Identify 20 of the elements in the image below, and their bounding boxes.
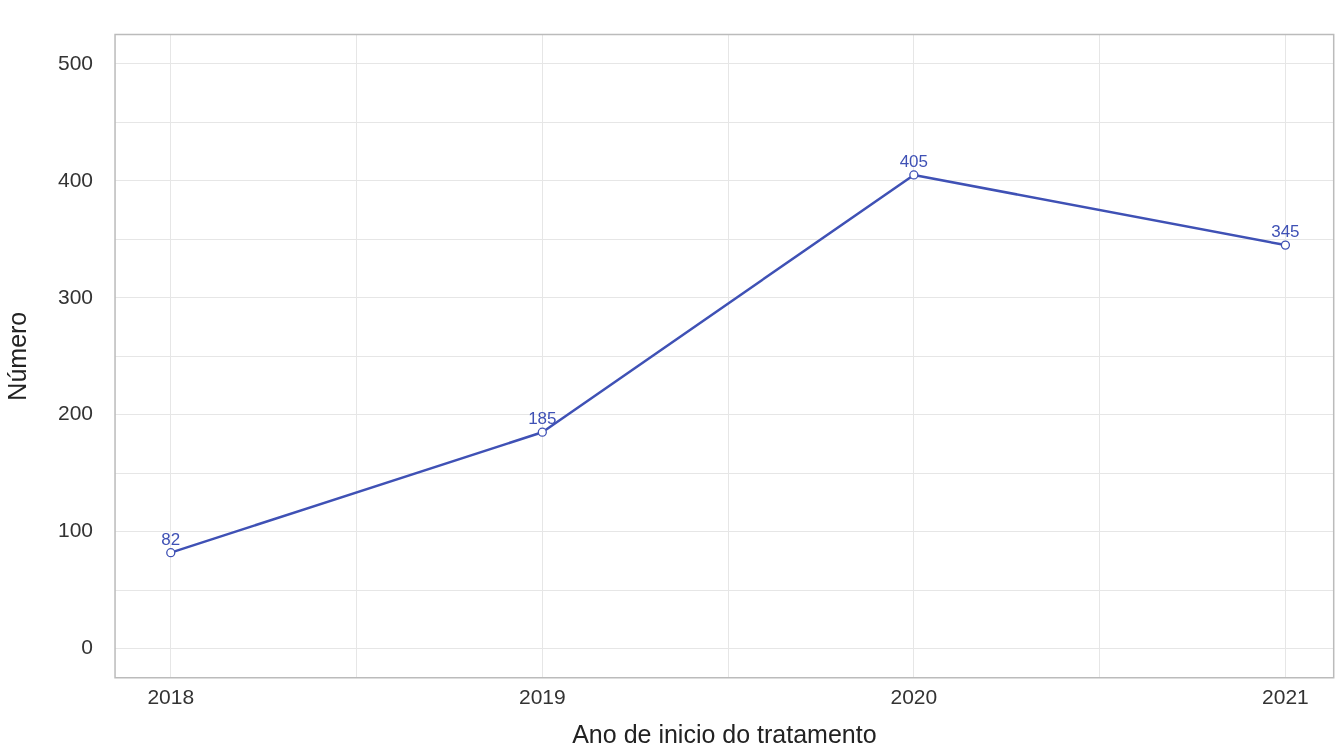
y-tick-label: 200	[57, 401, 94, 425]
y-tick-label: 300	[57, 284, 94, 308]
x-tick-label: 2021	[1262, 685, 1309, 709]
y-tick-label: 100	[57, 518, 94, 542]
data-label: 185	[528, 409, 557, 429]
x-tick-label: 2018	[147, 685, 195, 709]
y-tick-label: 400	[57, 167, 94, 191]
x-tick-label: 2019	[518, 685, 566, 709]
x-tick-label: 2020	[890, 685, 938, 709]
data-label: 82	[161, 529, 181, 549]
y-tick-label: 500	[57, 50, 94, 74]
point	[1280, 240, 1291, 250]
data-label: 405	[899, 152, 929, 172]
y-tick-label: 0	[81, 635, 94, 659]
point	[537, 427, 547, 437]
x-axis-title: Ano de inicio do tratamento	[572, 719, 877, 748]
y-axis-title: Número	[2, 311, 31, 401]
point	[166, 548, 176, 558]
point	[909, 170, 919, 180]
data-label: 345	[1271, 222, 1300, 242]
